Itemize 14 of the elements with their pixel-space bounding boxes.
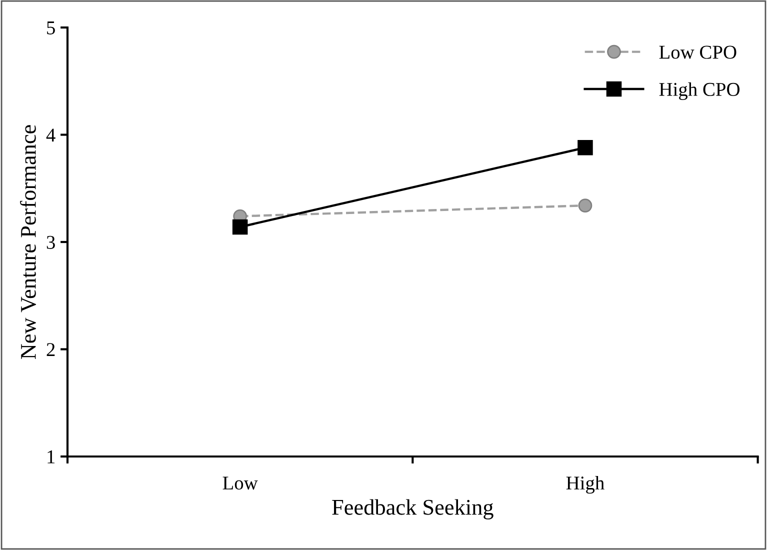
x-axis-title: Feedback Seeking <box>332 499 494 520</box>
y-axis-title: New Venture Performance <box>20 125 36 360</box>
y-tick-label: 4 <box>46 128 56 142</box>
point <box>578 140 593 156</box>
y-tick-label: 3 <box>46 236 55 249</box>
legend-label: Low CPO <box>659 46 736 59</box>
x-tick-label: High <box>566 476 604 494</box>
y-tick-label: 5 <box>47 22 55 34</box>
legend-label: High CPO <box>659 82 740 100</box>
y-tick-label: 1 <box>48 450 55 464</box>
point <box>578 198 592 212</box>
y-tick-label: 2 <box>46 343 55 356</box>
x-tick-label: Low <box>222 476 258 490</box>
point <box>232 219 248 235</box>
